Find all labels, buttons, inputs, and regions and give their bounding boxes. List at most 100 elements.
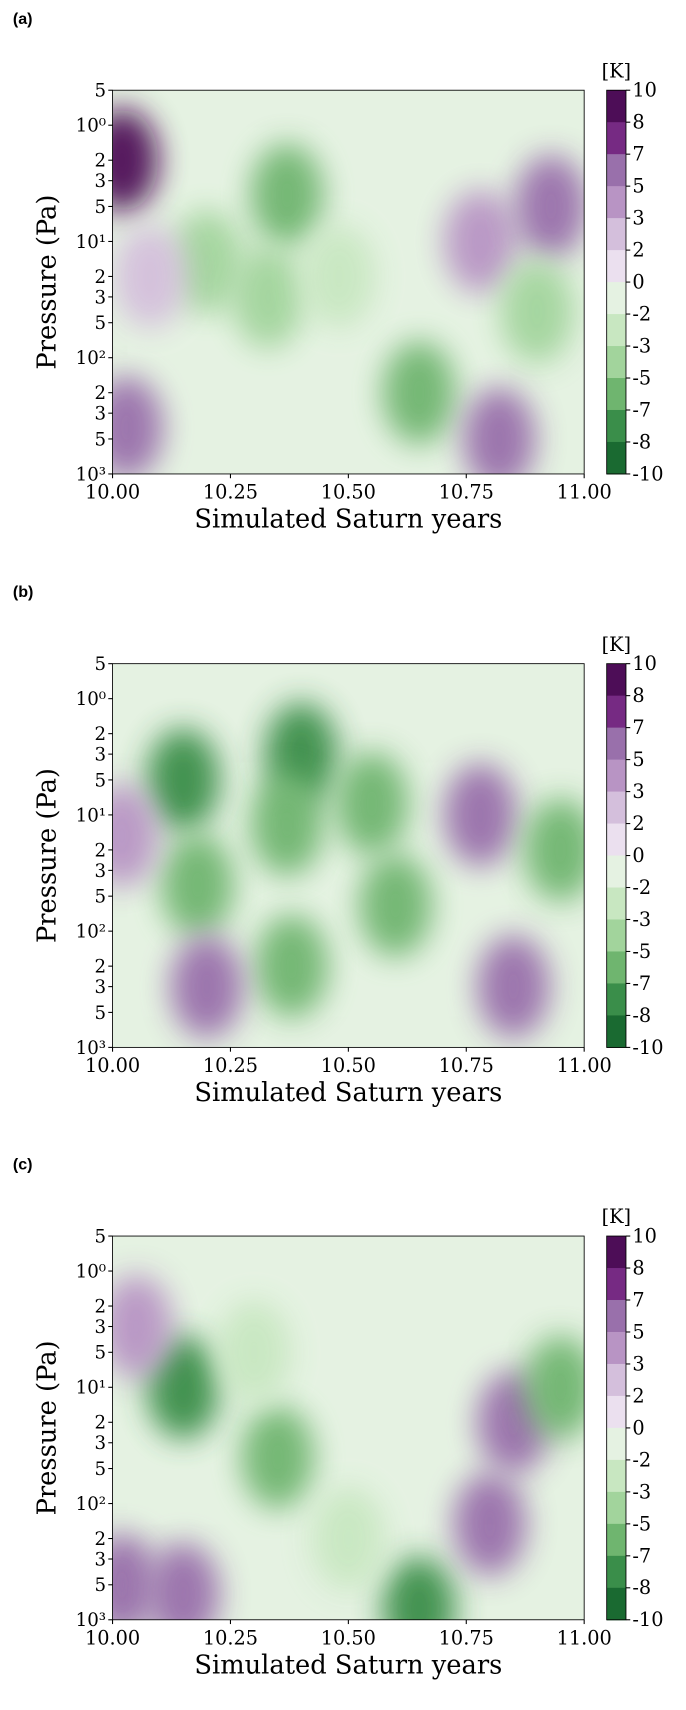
- x-tick-label: 10.75: [439, 1626, 494, 1649]
- y-tick-label: 10¹: [76, 232, 107, 253]
- x-tick-label: 10.00: [85, 1626, 140, 1649]
- colorbar-tick-label: -7: [632, 1544, 651, 1567]
- field: [112, 1275, 585, 1620]
- anomaly-blob: [231, 245, 305, 349]
- anomaly-blob: [302, 225, 376, 328]
- colorbar-swatch: [606, 951, 626, 984]
- colorbar-tick-label: -7: [632, 972, 651, 995]
- anomaly-blob: [443, 190, 517, 293]
- y-tick-label: 10²: [76, 922, 107, 943]
- field: [112, 702, 585, 1039]
- colorbar-tick-label: 5: [632, 748, 644, 771]
- colorbar-tick-label: 10: [632, 79, 657, 102]
- x-tick-label: 10.00: [85, 481, 140, 504]
- y-tick-label: 10³: [76, 1038, 107, 1059]
- x-tick-label: 11.00: [557, 1054, 612, 1077]
- y-tick-label: 10³: [76, 1610, 107, 1631]
- y-tick-label: 10¹: [76, 1378, 107, 1399]
- colorbar-title: [K]: [602, 633, 631, 656]
- colorbar-swatch: [606, 250, 626, 283]
- x-tick-label: 10.50: [321, 1054, 376, 1077]
- colorbar-tick-label: -10: [632, 1608, 663, 1631]
- colorbar-tick-label: 8: [632, 684, 644, 707]
- x-tick-label: 10.50: [321, 481, 376, 504]
- x-tick-label: 11.00: [557, 481, 612, 504]
- colorbar-tick-label: -3: [632, 1480, 651, 1503]
- colorbar-swatch: [606, 1331, 626, 1365]
- anomaly-blob: [500, 259, 574, 363]
- colorbar-tick-label: -2: [632, 876, 651, 899]
- x-axis-label: Simulated Saturn years: [194, 1078, 502, 1108]
- colorbar-tick-label: 10: [632, 1224, 657, 1247]
- anomaly-blob: [476, 935, 550, 1039]
- anomaly-blob: [250, 772, 324, 876]
- colorbar-title: [K]: [602, 59, 631, 82]
- colorbar-swatch: [606, 791, 626, 825]
- colorbar-swatch: [606, 186, 626, 219]
- colorbar-swatch: [606, 314, 626, 347]
- colorbar-swatch: [606, 154, 626, 187]
- y-tick-label: 2: [95, 267, 107, 288]
- colorbar-swatch: [606, 1491, 626, 1525]
- y-tick-label: 3: [95, 1317, 107, 1338]
- anomaly-blob: [146, 728, 220, 832]
- anomaly-blob: [382, 341, 456, 445]
- colorbar-swatch: [606, 759, 626, 793]
- panel: (a)10.00 10.25 10.50 10.75 11.00510⁰23510¹23…: [13, 10, 664, 535]
- panel-label: (c): [13, 1156, 33, 1174]
- colorbar-swatch: [606, 1236, 626, 1269]
- colorbar-swatch: [606, 1363, 626, 1397]
- y-tick-label: 2: [95, 840, 107, 861]
- x-axis-label: Simulated Saturn years: [194, 505, 502, 535]
- colorbar-tick-label: -10: [632, 462, 663, 485]
- colorbar-swatch: [606, 218, 626, 251]
- y-tick-label: 10⁰: [76, 689, 107, 710]
- y-tick-label: 3: [95, 171, 107, 192]
- anomaly-blob: [160, 833, 234, 937]
- anomaly-blob: [112, 1533, 159, 1620]
- colorbar-tick-label: 3: [632, 1352, 644, 1375]
- colorbar-swatch: [606, 441, 626, 475]
- colorbar-swatch: [606, 282, 626, 315]
- colorbar-title: [K]: [602, 1205, 631, 1228]
- y-tick-label: 5: [95, 81, 107, 102]
- y-tick-label: 5: [95, 197, 107, 218]
- y-tick-label: 3: [95, 977, 107, 998]
- anomaly-blob: [112, 108, 159, 212]
- y-tick-label: 10⁰: [76, 1261, 107, 1282]
- colorbar-tick-label: -5: [632, 940, 651, 963]
- colorbar-tick-label: -7: [632, 398, 651, 421]
- anomaly-blob: [112, 1275, 173, 1378]
- anomaly-blob: [113, 225, 187, 328]
- colorbar-swatch: [606, 122, 626, 155]
- anomaly-blob: [453, 1472, 527, 1576]
- anomaly-blob: [335, 752, 409, 856]
- colorbar-swatch: [606, 1427, 626, 1461]
- colorbar-tick-label: 0: [632, 1416, 644, 1439]
- anomaly-blob: [170, 210, 244, 314]
- colorbar-tick-label: 3: [632, 780, 644, 803]
- colorbar-swatch: [606, 919, 626, 953]
- anomaly-blob: [146, 1335, 220, 1439]
- panel-label: (a): [13, 10, 33, 28]
- y-tick-label: 3: [95, 1549, 107, 1570]
- colorbar-tick-label: 10: [632, 652, 657, 675]
- y-tick-label: 2: [95, 151, 107, 172]
- colorbar-tick-label: -5: [632, 366, 651, 389]
- colorbar-swatch: [606, 378, 626, 411]
- colorbar-swatch: [606, 663, 626, 697]
- colorbar-swatch: [606, 887, 626, 921]
- colorbar-swatch: [606, 90, 626, 123]
- colorbar-tick-label: 2: [632, 812, 644, 835]
- y-tick-label: 10¹: [76, 805, 107, 826]
- x-tick-label: 10.00: [85, 1054, 140, 1077]
- colorbar-swatch: [606, 409, 626, 443]
- y-tick-label: 5: [95, 770, 107, 791]
- colorbar-swatch: [606, 346, 626, 379]
- colorbar-tick-label: 0: [632, 271, 644, 294]
- anomaly-blob: [311, 1487, 385, 1590]
- anomaly-blob: [112, 783, 159, 887]
- x-tick-label: 10.25: [203, 1054, 258, 1077]
- colorbar-tick-label: 0: [632, 844, 644, 867]
- colorbar-tick-label: -5: [632, 1512, 651, 1535]
